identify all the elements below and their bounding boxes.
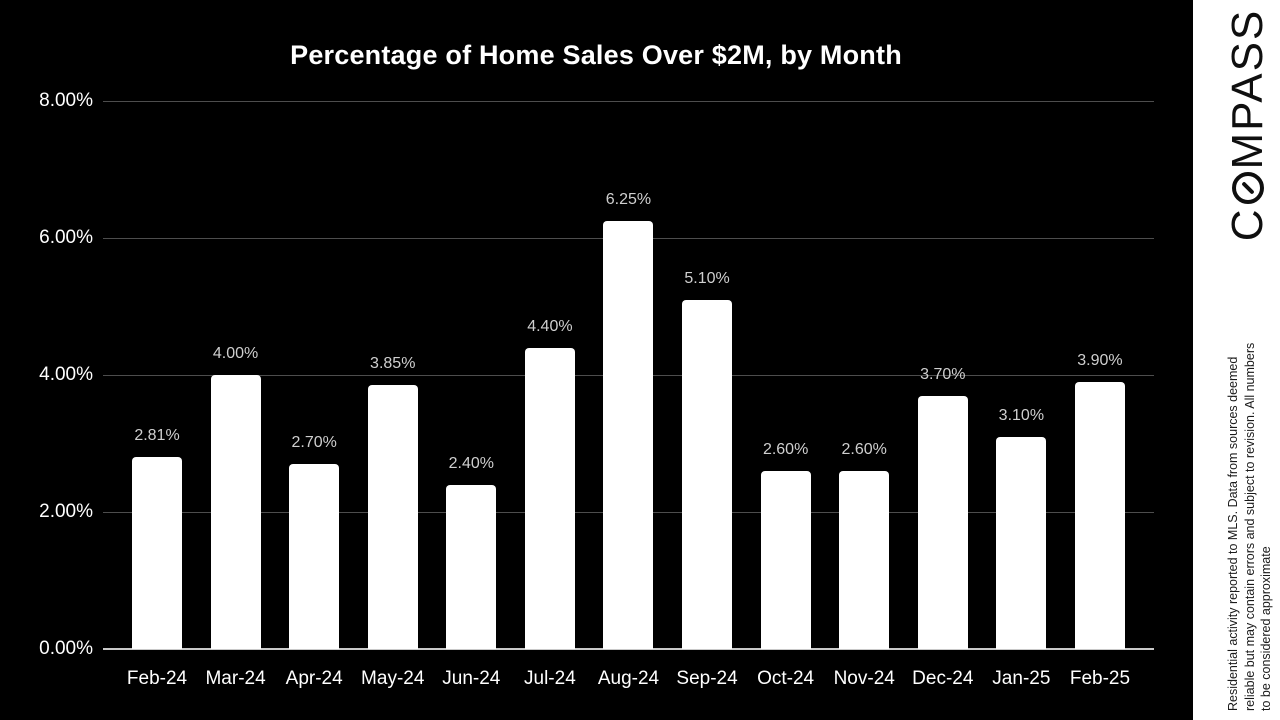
bar-column: 6.25% Aug-24	[598, 101, 659, 689]
bar	[603, 220, 654, 649]
logo-letter-c: C	[1223, 207, 1272, 242]
bar	[210, 375, 261, 649]
gridline	[103, 101, 1154, 102]
bar	[1074, 381, 1125, 649]
plot-area: 2.81% Feb-24 4.00% Mar-24 2.70% Apr-24 3.85% Ma…	[103, 101, 1154, 689]
x-axis-label: Feb-24	[126, 668, 188, 689]
y-axis-labels: 8.00% 6.00% 4.00% 2.00% 0.00%	[0, 91, 93, 659]
bar-value-label: 6.25%	[605, 190, 652, 208]
disclaimer-text: Residential activity reported to MLS. Da…	[1225, 295, 1275, 711]
bar-column: 3.10% Jan-25	[992, 101, 1050, 689]
bar	[446, 484, 497, 649]
x-axis-label: Jan-25	[992, 668, 1051, 689]
x-axis-label: Aug-24	[597, 668, 660, 689]
x-axis-label: Oct-24	[757, 668, 815, 689]
logo-letters-mpass: MPASS	[1223, 8, 1272, 170]
compass-o-icon	[1232, 172, 1264, 205]
bar-column: 3.85% May-24	[361, 101, 424, 688]
bar	[289, 464, 340, 649]
disclaimer-line-2: reliable but may contain errors and subj…	[1242, 342, 1257, 711]
x-axis-label: May-24	[361, 668, 425, 689]
x-axis-label: Apr-24	[285, 668, 343, 689]
bars-container: 2.81% Feb-24 4.00% Mar-24 2.70% Apr-24 3.85% Ma…	[103, 101, 1154, 689]
bar-value-label: 3.10%	[998, 406, 1045, 424]
bar-column: 2.70% Apr-24	[286, 101, 343, 688]
x-axis-label: Nov-24	[833, 668, 895, 689]
bar-value-label: 3.70%	[920, 365, 966, 383]
y-axis-tick-label: 8.00%	[39, 90, 93, 111]
bar-value-label: 5.10%	[684, 269, 730, 287]
bar-value-label: 2.60%	[762, 440, 809, 458]
disclaimer-line-3: to be considered approximate	[1259, 546, 1274, 711]
y-axis-tick-label: 4.00%	[39, 364, 93, 385]
compass-needle-icon	[1241, 181, 1255, 196]
bar	[367, 385, 418, 649]
bar	[839, 470, 890, 649]
bar-value-label: 3.85%	[370, 355, 416, 373]
bar-value-label: 3.90%	[1077, 351, 1123, 369]
bar-column: 5.10% Sep-24	[676, 101, 737, 689]
bar	[760, 470, 811, 649]
white-sidebar	[1193, 0, 1280, 720]
x-axis-line	[103, 648, 1154, 650]
bar-value-label: 4.40%	[527, 317, 573, 335]
y-axis-tick-label: 6.00%	[39, 227, 93, 248]
chart-title: Percentage of Home Sales Over $2M, by Mo…	[290, 40, 902, 70]
bar-column: 2.40% Jun-24	[442, 101, 500, 689]
bar	[917, 395, 968, 649]
x-axis-label: Jul-24	[524, 668, 576, 689]
bar-column: 2.60% Nov-24	[834, 101, 895, 689]
x-axis-label: Jun-24	[442, 668, 501, 689]
y-axis-tick-label: 2.00%	[39, 501, 93, 522]
bar-value-label: 4.00%	[212, 345, 259, 362]
y-axis-tick-label: 0.00%	[39, 638, 93, 659]
bar-value-label: 2.70%	[291, 434, 337, 452]
disclaimer-line-1: Residential activity reported to MLS. Da…	[1226, 356, 1240, 711]
bar-column: 2.81% Feb-24	[127, 101, 187, 689]
bar-value-label: 2.40%	[448, 454, 494, 472]
bar	[132, 456, 182, 649]
bar-value-label: 2.81%	[134, 426, 180, 444]
compass-logo: C MPASS	[1223, 0, 1272, 250]
x-axis-label: Feb-25	[1069, 668, 1131, 689]
x-axis-label: Dec-24	[912, 668, 974, 689]
bar-column: 4.00% Mar-24	[205, 101, 265, 689]
bar-column: 4.40% Jul-24	[524, 101, 576, 689]
x-axis-label: Mar-24	[205, 668, 266, 689]
bar-column: 2.60% Oct-24	[757, 101, 814, 689]
bar-value-label: 2.60%	[841, 440, 887, 458]
bar	[996, 436, 1047, 649]
bar-column: 3.70% Dec-24	[912, 101, 973, 689]
bar	[682, 299, 733, 649]
bar-column: 3.90% Feb-25	[1070, 101, 1130, 689]
x-axis-label: Sep-24	[676, 668, 738, 689]
bar	[524, 347, 575, 649]
